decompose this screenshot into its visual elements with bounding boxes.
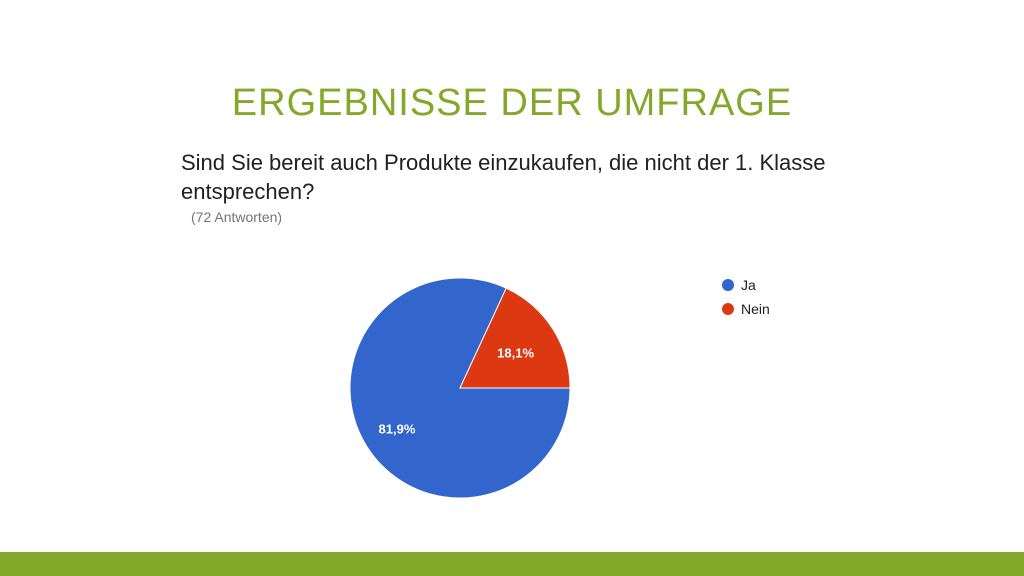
slide-title: ERGEBNISSE DER UMFRAGE bbox=[231, 82, 793, 124]
legend-marker-ja bbox=[722, 279, 734, 291]
pie-slice-nein bbox=[459, 287, 571, 389]
response-count: (72 Antworten) bbox=[191, 209, 283, 225]
legend-label-ja: Ja bbox=[741, 277, 756, 293]
pie-label-ja: 81,9% bbox=[379, 421, 416, 436]
legend-marker-nein bbox=[722, 303, 734, 315]
question-text: Sind Sie bereit auch Produkte einzukaufe… bbox=[181, 150, 826, 204]
legend-label-nein: Nein bbox=[741, 301, 770, 317]
pie-label-nein: 18,1% bbox=[497, 345, 534, 360]
bottom-accent-bar bbox=[0, 552, 1024, 576]
